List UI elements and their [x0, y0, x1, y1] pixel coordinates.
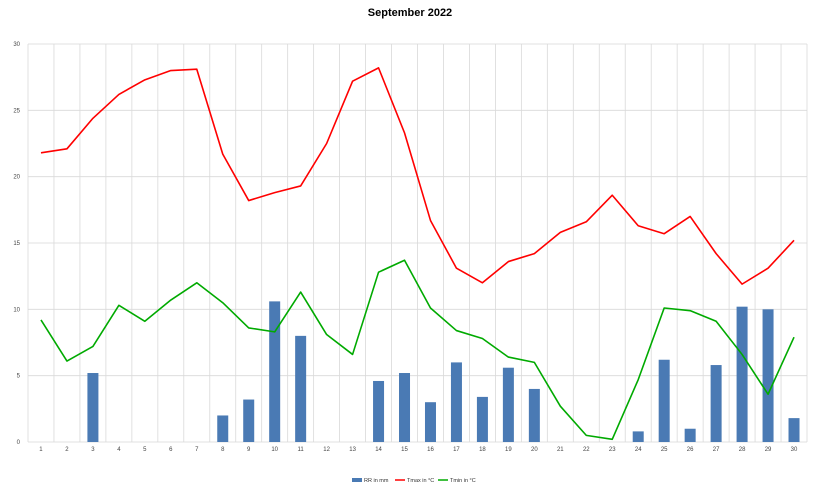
bar [295, 335, 307, 442]
bar [528, 388, 540, 442]
x-tick-label: 2 [65, 447, 69, 453]
chart-title: September 2022 [368, 7, 452, 19]
x-tick-label: 17 [453, 447, 460, 453]
bar [373, 380, 385, 442]
x-axis-ticks: 1 2 3 4 5 6 7 8 9 10 11 12 13 14 15 16 17 18 19 20 21 22 23 24 2… [39, 447, 798, 453]
x-tick-label: 26 [687, 447, 694, 453]
bar [788, 418, 800, 442]
x-tick-label: 24 [635, 447, 642, 453]
legend-swatch [352, 478, 362, 482]
y-axis-ticks: 0 5 10 15 20 25 30 [13, 42, 20, 446]
x-tick-label: 11 [298, 447, 305, 453]
bar [762, 309, 774, 442]
bar [658, 359, 670, 442]
legend-label: Tmax in °C [407, 478, 434, 484]
y-tick-label: 25 [13, 108, 20, 114]
x-tick-label: 18 [479, 447, 486, 453]
legend-label: RR in mm [364, 478, 389, 484]
y-tick-label: 20 [13, 175, 20, 181]
x-tick-label: 9 [247, 447, 251, 453]
x-tick-label: 15 [401, 447, 408, 453]
series-line [40, 259, 795, 441]
x-tick-label: 1 [39, 447, 43, 453]
bar [710, 365, 722, 442]
x-tick-label: 8 [221, 447, 225, 453]
bar [736, 306, 748, 442]
line-series [40, 67, 795, 441]
x-tick-label: 28 [739, 447, 746, 453]
bar [684, 428, 696, 442]
x-tick-label: 21 [557, 447, 564, 453]
bar [502, 367, 514, 442]
x-tick-label: 25 [661, 447, 668, 453]
x-tick-label: 22 [583, 447, 590, 453]
x-tick-label: 7 [195, 447, 199, 453]
x-tick-label: 23 [609, 447, 616, 453]
y-tick-label: 15 [13, 241, 20, 247]
bar [399, 373, 411, 442]
x-tick-label: 19 [505, 447, 512, 453]
x-tick-label: 6 [169, 447, 173, 453]
bar [243, 399, 255, 442]
y-tick-label: 0 [17, 440, 21, 446]
gridlines [27, 43, 808, 443]
x-tick-label: 3 [91, 447, 95, 453]
bar [450, 362, 462, 442]
x-tick-label: 30 [791, 447, 798, 453]
bar-series [87, 301, 800, 442]
legend: RR in mm Tmax in °C Tmin in °C [352, 478, 476, 484]
x-tick-label: 4 [117, 447, 121, 453]
bar [217, 415, 229, 442]
x-tick-label: 29 [765, 447, 772, 453]
x-tick-label: 13 [349, 447, 356, 453]
x-tick-label: 27 [713, 447, 720, 453]
bar [424, 402, 436, 442]
x-tick-label: 5 [143, 447, 147, 453]
series-line [40, 67, 795, 285]
x-tick-label: 14 [375, 447, 382, 453]
y-tick-label: 30 [13, 42, 20, 48]
bar [269, 301, 281, 442]
legend-label: Tmin in °C [450, 478, 476, 484]
x-tick-label: 12 [323, 447, 330, 453]
x-tick-label: 10 [271, 447, 278, 453]
y-tick-label: 5 [17, 374, 21, 380]
x-tick-label: 20 [531, 447, 538, 453]
y-tick-label: 10 [13, 307, 20, 313]
bar [476, 396, 488, 442]
bar [87, 373, 99, 442]
bar [632, 431, 644, 442]
x-tick-label: 16 [427, 447, 434, 453]
